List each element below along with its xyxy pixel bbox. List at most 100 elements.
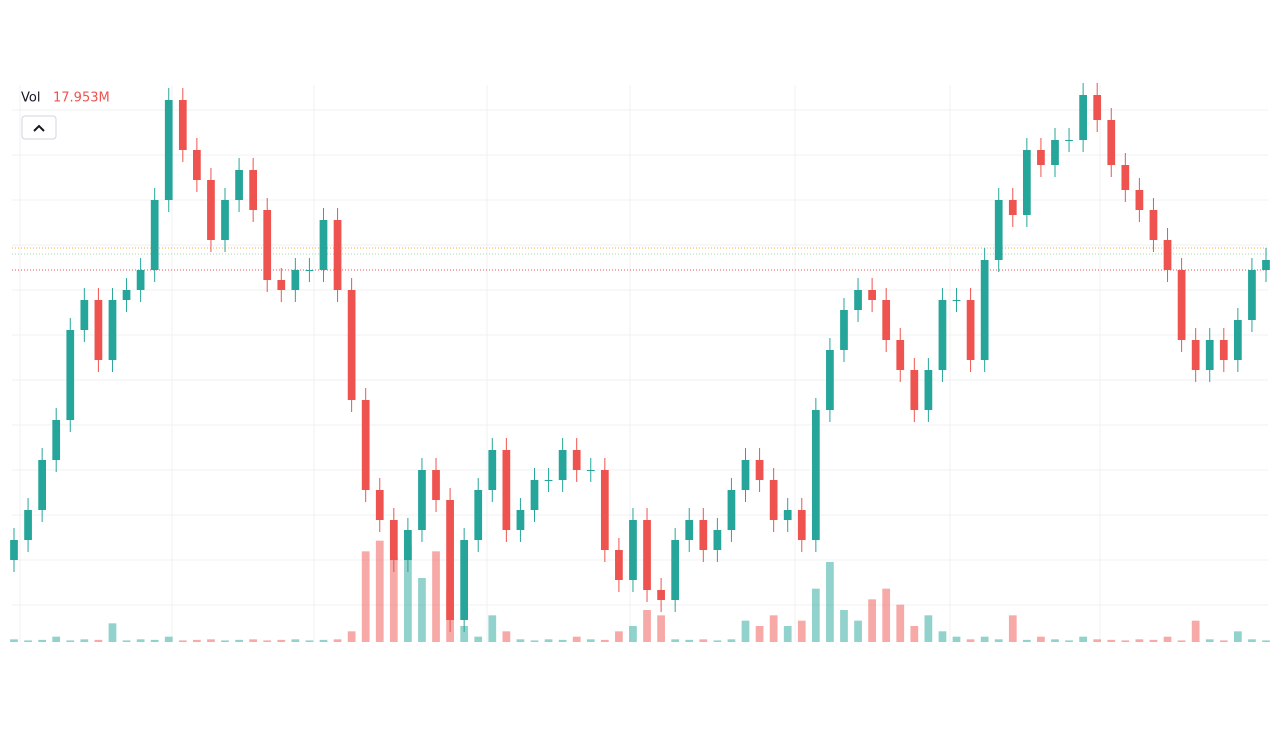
candle-body (347, 290, 356, 400)
volume-bar (727, 639, 736, 642)
candle-body (713, 530, 722, 550)
volume-bar (1177, 640, 1186, 642)
candle-body (938, 300, 947, 370)
candle-body (305, 270, 314, 271)
volume-bar (1205, 639, 1214, 642)
volume-bar (291, 639, 300, 642)
candle-body (1205, 340, 1214, 370)
candle-body (868, 290, 876, 300)
volume-bar (164, 636, 173, 642)
candle-body (910, 370, 919, 410)
collapse-button[interactable] (21, 115, 57, 140)
candle-body (1051, 140, 1059, 165)
candle-body (980, 260, 989, 360)
volume-bar (643, 610, 651, 642)
candle-body (446, 500, 454, 620)
candle-body (375, 490, 384, 520)
candle-body (797, 510, 806, 540)
volume-bar (629, 626, 637, 642)
volume-bar (94, 639, 103, 642)
candle-body (1219, 340, 1228, 360)
volume-bar (80, 639, 89, 642)
volume-bar (263, 640, 272, 642)
candle-body (178, 100, 187, 150)
volume-bar (418, 578, 426, 642)
volume-bar (305, 640, 314, 642)
plot (10, 83, 1270, 642)
volume-bar (1248, 639, 1256, 642)
volume-bar (994, 639, 1003, 642)
candle-body (1022, 150, 1031, 215)
candle-body (474, 490, 483, 540)
volume-bar (811, 588, 820, 642)
volume-bar (966, 639, 975, 642)
volume-bar (868, 599, 876, 642)
volume-bar (1107, 639, 1116, 642)
volume-bar (1079, 636, 1087, 642)
candle-body (657, 590, 665, 600)
volume-bar (1135, 639, 1144, 642)
candle-body (460, 540, 469, 620)
volume-bar (235, 639, 243, 642)
candle-body (164, 100, 173, 200)
volume-bar (150, 639, 159, 642)
volume-bar (797, 620, 806, 642)
volume-bar (854, 620, 862, 642)
volume-bar (474, 636, 483, 642)
candle-body (741, 460, 750, 490)
volume-bar (1219, 640, 1228, 642)
candle-body (1262, 260, 1270, 270)
candle-body (629, 520, 637, 580)
candle-body (319, 220, 328, 270)
candle-body (333, 220, 342, 290)
candle-body (1135, 190, 1144, 210)
candle-body (488, 450, 497, 490)
candle-body (558, 450, 567, 480)
candle-body (755, 460, 764, 480)
vol-title: Vol (21, 91, 40, 106)
candle-body (1163, 240, 1172, 270)
candle-body (502, 450, 511, 530)
candle-body (1121, 165, 1130, 190)
volume-bar (1191, 620, 1200, 642)
volume-bar (783, 626, 792, 642)
candle-body (432, 470, 440, 500)
volume-bar (769, 615, 778, 642)
candle-body (418, 470, 426, 530)
candle-body (150, 200, 159, 270)
volume-bar (136, 639, 145, 642)
volume-bar (1233, 631, 1242, 642)
volume-bar (108, 623, 117, 642)
volume-bar (657, 615, 665, 642)
button-frame[interactable] (21, 115, 57, 140)
volume-bar (980, 636, 989, 642)
chevron-up-icon[interactable] (33, 124, 45, 132)
volume-bar (1262, 640, 1270, 642)
candle-body (600, 470, 609, 550)
volume-bar (1065, 640, 1073, 642)
volume-bar (10, 639, 18, 642)
volume-bar (600, 639, 609, 642)
candle-body (516, 510, 525, 530)
volume-bar (685, 639, 694, 642)
candle-body (572, 450, 581, 470)
volume-bar (615, 631, 623, 642)
candle-body (235, 170, 243, 200)
vertical-grid (19, 85, 1101, 642)
volume-bar (699, 639, 708, 642)
volume-bar (249, 639, 258, 642)
candle-body (544, 480, 553, 481)
candle-body (193, 150, 201, 180)
candle-body (404, 530, 412, 560)
volume-bar (1093, 639, 1102, 642)
volume-bar (24, 640, 32, 642)
candle-body (643, 520, 651, 590)
candle-body (840, 310, 848, 350)
candle-body (530, 480, 539, 510)
candle-body (80, 300, 89, 330)
candle-body (699, 520, 708, 550)
volume-bar (488, 615, 497, 642)
candle-body (924, 370, 933, 410)
candle-body (361, 400, 370, 490)
